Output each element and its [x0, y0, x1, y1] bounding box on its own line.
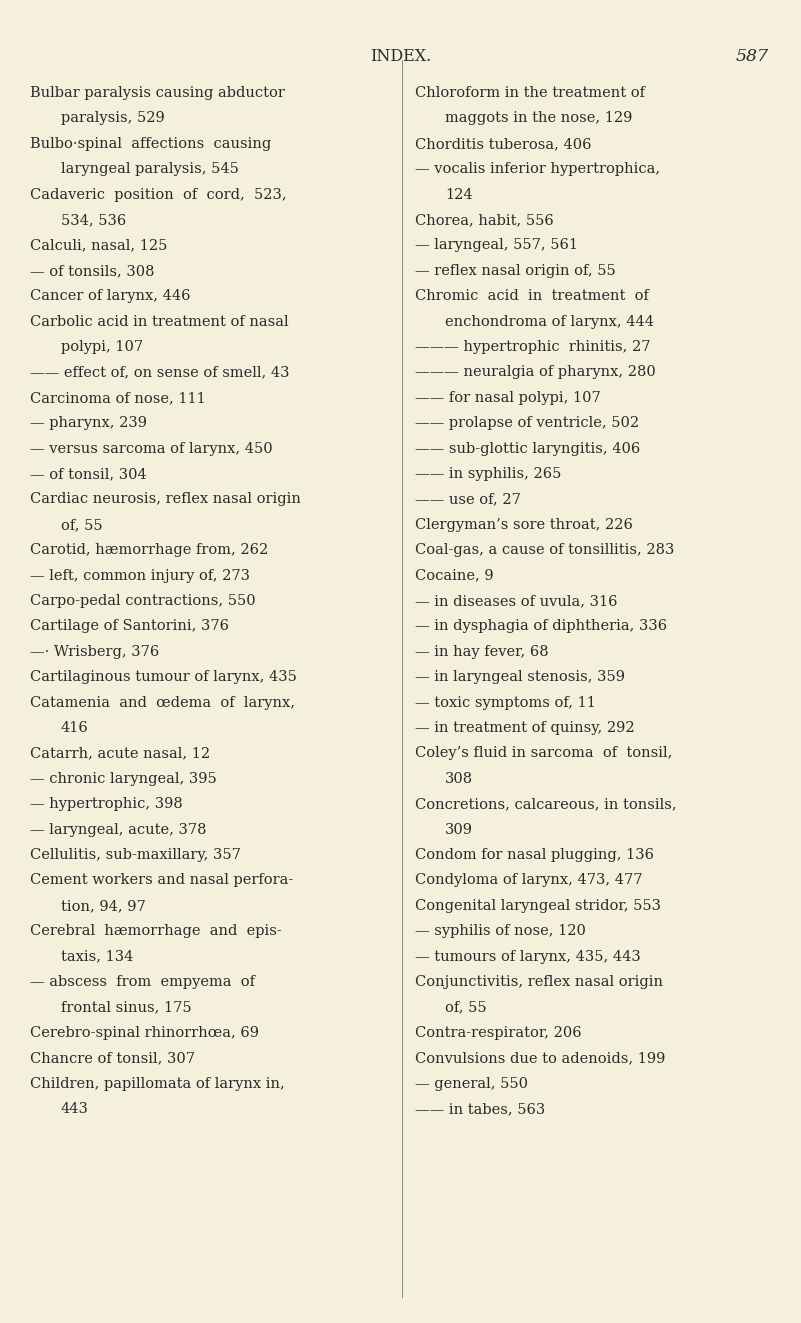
Text: 309: 309 [445, 823, 473, 836]
Text: Cadaveric  position  of  cord,  523,: Cadaveric position of cord, 523, [30, 188, 287, 201]
Text: — tumours of larynx, 435, 443: — tumours of larynx, 435, 443 [415, 950, 641, 963]
Text: Catarrh, acute nasal, 12: Catarrh, acute nasal, 12 [30, 746, 211, 761]
Text: —— sub-glottic laryngitis, 406: —— sub-glottic laryngitis, 406 [415, 442, 640, 455]
Text: Carbolic acid in treatment of nasal: Carbolic acid in treatment of nasal [30, 315, 289, 328]
Text: Cartilage of Santorini, 376: Cartilage of Santorini, 376 [30, 619, 229, 634]
Text: — reflex nasal origin of, 55: — reflex nasal origin of, 55 [415, 263, 616, 278]
Text: 587: 587 [736, 48, 769, 65]
Text: INDEX.: INDEX. [370, 48, 431, 65]
Text: —· Wrisberg, 376: —· Wrisberg, 376 [30, 644, 159, 659]
Text: — laryngeal, acute, 378: — laryngeal, acute, 378 [30, 823, 207, 836]
Text: — laryngeal, 557, 561: — laryngeal, 557, 561 [415, 238, 578, 253]
Text: — chronic laryngeal, 395: — chronic laryngeal, 395 [30, 771, 217, 786]
Text: polypi, 107: polypi, 107 [61, 340, 143, 355]
Text: — syphilis of nose, 120: — syphilis of nose, 120 [415, 925, 586, 938]
Text: 416: 416 [61, 721, 89, 736]
Text: — left, common injury of, 273: — left, common injury of, 273 [30, 569, 251, 582]
Text: —— effect of, on sense of smell, 43: —— effect of, on sense of smell, 43 [30, 365, 290, 380]
Text: Carotid, hæmorrhage from, 262: Carotid, hæmorrhage from, 262 [30, 544, 268, 557]
Text: — in treatment of quinsy, 292: — in treatment of quinsy, 292 [415, 721, 634, 736]
Text: — in hay fever, 68: — in hay fever, 68 [415, 644, 549, 659]
Text: of, 55: of, 55 [61, 517, 103, 532]
Text: ——— neuralgia of pharynx, 280: ——— neuralgia of pharynx, 280 [415, 365, 656, 380]
Text: Cancer of larynx, 446: Cancer of larynx, 446 [30, 290, 191, 303]
Text: — of tonsil, 304: — of tonsil, 304 [30, 467, 147, 482]
Text: Concretions, calcareous, in tonsils,: Concretions, calcareous, in tonsils, [415, 798, 677, 811]
Text: — of tonsils, 308: — of tonsils, 308 [30, 263, 155, 278]
Text: —— use of, 27: —— use of, 27 [415, 492, 521, 507]
Text: 534, 536: 534, 536 [61, 213, 126, 228]
Text: 124: 124 [445, 188, 473, 201]
Text: — vocalis inferior hypertrophica,: — vocalis inferior hypertrophica, [415, 163, 660, 176]
Text: —— for nasal polypi, 107: —— for nasal polypi, 107 [415, 390, 601, 405]
Text: Cardiac neurosis, reflex nasal origin: Cardiac neurosis, reflex nasal origin [30, 492, 301, 507]
Text: maggots in the nose, 129: maggots in the nose, 129 [445, 111, 633, 126]
Text: taxis, 134: taxis, 134 [61, 950, 133, 963]
Text: Clergyman’s sore throat, 226: Clergyman’s sore throat, 226 [415, 517, 633, 532]
Text: — hypertrophic, 398: — hypertrophic, 398 [30, 798, 183, 811]
Text: Cartilaginous tumour of larynx, 435: Cartilaginous tumour of larynx, 435 [30, 671, 297, 684]
Text: Convulsions due to adenoids, 199: Convulsions due to adenoids, 199 [415, 1052, 666, 1065]
Text: 308: 308 [445, 771, 473, 786]
Text: Coley’s fluid in sarcoma  of  tonsil,: Coley’s fluid in sarcoma of tonsil, [415, 746, 672, 761]
Text: Contra-respirator, 206: Contra-respirator, 206 [415, 1025, 582, 1040]
Text: Coal-gas, a cause of tonsillitis, 283: Coal-gas, a cause of tonsillitis, 283 [415, 544, 674, 557]
Text: Catamenia  and  œdema  of  larynx,: Catamenia and œdema of larynx, [30, 696, 296, 709]
Text: Cement workers and nasal perfora-: Cement workers and nasal perfora- [30, 873, 294, 888]
Text: —— in syphilis, 265: —— in syphilis, 265 [415, 467, 562, 482]
Text: —— prolapse of ventricle, 502: —— prolapse of ventricle, 502 [415, 417, 639, 430]
Text: — general, 550: — general, 550 [415, 1077, 528, 1090]
Text: — in laryngeal stenosis, 359: — in laryngeal stenosis, 359 [415, 671, 625, 684]
Text: Chancre of tonsil, 307: Chancre of tonsil, 307 [30, 1052, 195, 1065]
Text: Condyloma of larynx, 473, 477: Condyloma of larynx, 473, 477 [415, 873, 642, 888]
Text: ——— hypertrophic  rhinitis, 27: ——— hypertrophic rhinitis, 27 [415, 340, 650, 355]
Text: —— in tabes, 563: —— in tabes, 563 [415, 1102, 545, 1117]
Text: Cellulitis, sub-maxillary, 357: Cellulitis, sub-maxillary, 357 [30, 848, 241, 863]
Text: Carcinoma of nose, 111: Carcinoma of nose, 111 [30, 390, 206, 405]
Text: Chromic  acid  in  treatment  of: Chromic acid in treatment of [415, 290, 649, 303]
Text: — versus sarcoma of larynx, 450: — versus sarcoma of larynx, 450 [30, 442, 273, 455]
Text: tion, 94, 97: tion, 94, 97 [61, 898, 146, 913]
Text: Bulbo·spinal  affections  causing: Bulbo·spinal affections causing [30, 136, 272, 151]
Text: paralysis, 529: paralysis, 529 [61, 111, 165, 126]
Text: Condom for nasal plugging, 136: Condom for nasal plugging, 136 [415, 848, 654, 863]
Text: — toxic symptoms of, 11: — toxic symptoms of, 11 [415, 696, 596, 709]
Text: Carpo-pedal contractions, 550: Carpo-pedal contractions, 550 [30, 594, 256, 609]
Text: — pharynx, 239: — pharynx, 239 [30, 417, 147, 430]
Text: Cerebral  hæmorrhage  and  epis-: Cerebral hæmorrhage and epis- [30, 925, 282, 938]
Text: Chloroform in the treatment of: Chloroform in the treatment of [415, 86, 645, 101]
Text: Congenital laryngeal stridor, 553: Congenital laryngeal stridor, 553 [415, 898, 661, 913]
Text: frontal sinus, 175: frontal sinus, 175 [61, 1000, 191, 1015]
Text: Cocaine, 9: Cocaine, 9 [415, 569, 493, 582]
Text: Chorditis tuberosa, 406: Chorditis tuberosa, 406 [415, 136, 591, 151]
Text: of, 55: of, 55 [445, 1000, 487, 1015]
Text: — in dysphagia of diphtheria, 336: — in dysphagia of diphtheria, 336 [415, 619, 667, 634]
Text: 443: 443 [61, 1102, 89, 1117]
Text: Bulbar paralysis causing abductor: Bulbar paralysis causing abductor [30, 86, 285, 101]
Text: enchondroma of larynx, 444: enchondroma of larynx, 444 [445, 315, 654, 328]
Text: Calculi, nasal, 125: Calculi, nasal, 125 [30, 238, 168, 253]
Text: Chorea, habit, 556: Chorea, habit, 556 [415, 213, 553, 228]
Text: laryngeal paralysis, 545: laryngeal paralysis, 545 [61, 163, 239, 176]
Text: Children, papillomata of larynx in,: Children, papillomata of larynx in, [30, 1077, 285, 1090]
Text: Cerebro-spinal rhinorrhœa, 69: Cerebro-spinal rhinorrhœa, 69 [30, 1025, 260, 1040]
Text: Conjunctivitis, reflex nasal origin: Conjunctivitis, reflex nasal origin [415, 975, 663, 990]
Text: — in diseases of uvula, 316: — in diseases of uvula, 316 [415, 594, 618, 609]
Text: — abscess  from  empyema  of: — abscess from empyema of [30, 975, 256, 990]
